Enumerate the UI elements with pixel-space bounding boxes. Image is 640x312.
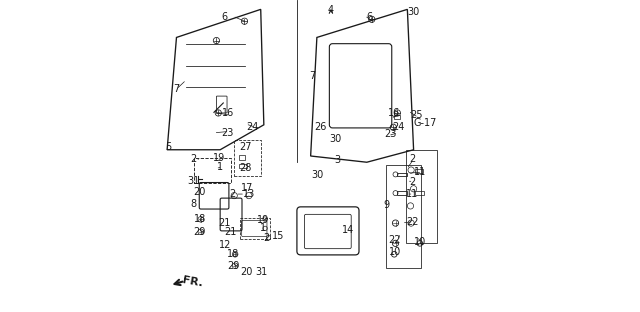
Text: 24: 24 [392,122,405,132]
Text: 12: 12 [219,240,231,250]
Bar [415,169,423,173]
Text: 2: 2 [190,154,196,164]
Text: 28: 28 [239,163,252,173]
Bar [415,191,424,195]
Text: 26: 26 [314,122,326,132]
Text: 2: 2 [409,154,415,164]
Text: 7: 7 [173,84,180,94]
Text: 10: 10 [388,247,401,257]
Text: 18: 18 [227,249,239,259]
Text: 2: 2 [409,177,415,187]
Text: 11: 11 [414,167,427,177]
Text: 5: 5 [166,142,172,152]
Text: 29: 29 [194,227,206,236]
Text: 22: 22 [388,235,401,245]
Text: 3: 3 [334,155,340,165]
Text: 11: 11 [406,189,418,199]
Text: 25: 25 [410,110,422,120]
Text: G-17: G-17 [413,118,436,128]
Text: 15: 15 [272,232,284,241]
Text: 27: 27 [239,142,252,152]
Text: 21: 21 [219,218,231,228]
Text: 1: 1 [216,162,223,172]
Text: 31: 31 [255,267,268,277]
Text: 6: 6 [222,12,228,22]
Text: 14: 14 [342,225,354,235]
Text: 19: 19 [257,215,269,225]
Text: 30: 30 [312,170,324,180]
Text: 31: 31 [188,176,200,186]
Text: FR.: FR. [182,275,204,288]
Text: 9: 9 [383,200,389,210]
Text: 17: 17 [241,183,253,193]
Bar [394,115,400,119]
Text: 8: 8 [190,199,196,209]
Text: 19: 19 [213,154,226,163]
Bar [239,155,245,160]
Text: 16: 16 [388,108,401,118]
Bar [397,173,407,176]
Text: 22: 22 [406,217,419,227]
Text: 10: 10 [413,237,426,247]
Text: 7: 7 [309,71,316,80]
Bar [239,164,246,168]
Text: 24: 24 [246,122,259,132]
Text: 30: 30 [408,7,420,17]
Text: 1: 1 [260,223,266,233]
Text: 23: 23 [385,129,397,139]
Text: 20: 20 [241,267,253,277]
Text: 2: 2 [263,233,269,243]
Text: 16: 16 [222,108,234,118]
Text: 4: 4 [328,5,334,15]
Text: 13: 13 [243,189,255,199]
Text: 23: 23 [221,128,233,138]
Text: 6: 6 [367,12,373,22]
Text: 29: 29 [227,261,239,271]
Text: 20: 20 [193,187,205,197]
Text: 18: 18 [194,214,206,224]
Text: 30: 30 [329,134,341,144]
Text: 21: 21 [224,227,236,236]
Text: 2: 2 [229,189,235,199]
Bar [397,191,407,195]
